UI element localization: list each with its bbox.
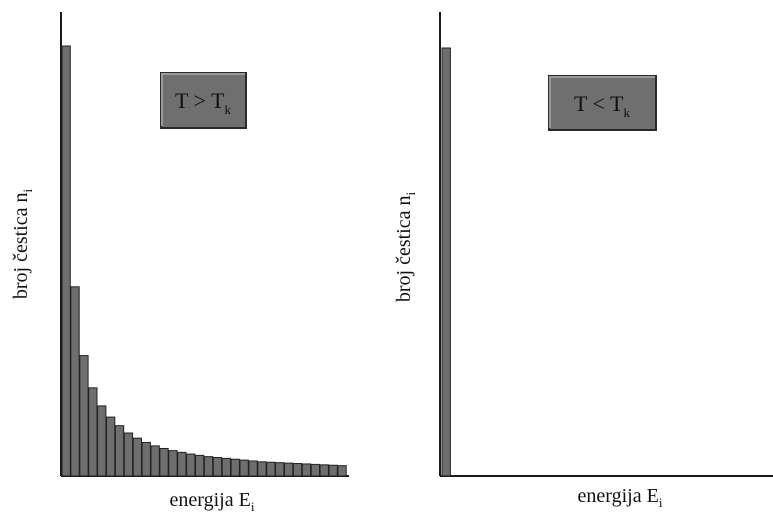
bar-left-1 [62,46,70,476]
bar-left-25 [276,463,284,476]
bar-left-30 [320,465,328,476]
y-axis-label-main-right: broj čestica n [393,196,415,303]
badge-sub-left: k [225,102,232,117]
badge-sub-right: k [624,105,631,120]
bar-left-7 [115,426,123,476]
bar-left-18 [213,458,221,476]
bar-left-32 [338,466,346,476]
bar-left-3 [80,356,88,476]
bar-left-22 [249,461,257,476]
svg-text:T > Tk: T > Tk [175,88,232,117]
x-axis-label-main-right: energija E [578,485,659,507]
bar-left-2 [71,287,79,476]
y-axis-label-sub-left: i [20,189,35,193]
bar-left-29 [311,464,319,476]
bar-left-17 [204,457,212,476]
badge-main-right: T < T [574,91,624,116]
chart-right: T < Tk energija Ei broj čestica ni [393,12,773,510]
x-axis-label-left: energija Ei [170,489,255,512]
bar-left-10 [142,442,150,476]
bar-left-13 [169,451,177,476]
bar-left-6 [107,417,115,476]
temperature-badge-left: T > Tk [161,73,246,128]
bar-left-27 [293,464,301,476]
x-axis-label-sub-left: i [251,499,255,512]
x-axis-label-sub-right: i [659,495,663,510]
bar-left-19 [222,458,230,476]
bar-left-8 [124,433,132,476]
badge-main-left: T > T [175,88,225,113]
bar-left-20 [231,459,239,476]
bar-left-9 [133,438,141,476]
bar-left-12 [160,448,168,476]
bar-group-right [442,48,450,476]
bar-left-11 [151,446,159,476]
bar-left-15 [187,454,195,476]
y-axis-label-sub-right: i [403,192,418,196]
bar-right-1 [442,48,450,476]
bar-left-23 [258,462,266,476]
y-axis-label-right: broj čestica ni [393,192,418,303]
y-axis-label-left: broj čestica ni [10,189,35,300]
chart-left: T > Tk energija Ei broj čestica ni [10,12,349,512]
bar-left-4 [89,388,97,476]
bar-left-26 [285,463,293,476]
bar-left-31 [329,465,337,476]
x-axis-label-main-left: energija E [170,489,251,511]
bar-left-21 [240,460,248,476]
y-axis-label-main-left: broj čestica n [10,193,32,300]
svg-text:T < Tk: T < Tk [574,91,631,120]
bar-left-28 [302,464,310,476]
x-axis-label-right: energija Ei [578,485,663,510]
bar-left-5 [98,406,106,476]
bar-left-24 [267,462,275,476]
bar-left-14 [178,452,186,476]
bar-left-16 [196,455,204,476]
temperature-badge-right: T < Tk [549,76,656,130]
